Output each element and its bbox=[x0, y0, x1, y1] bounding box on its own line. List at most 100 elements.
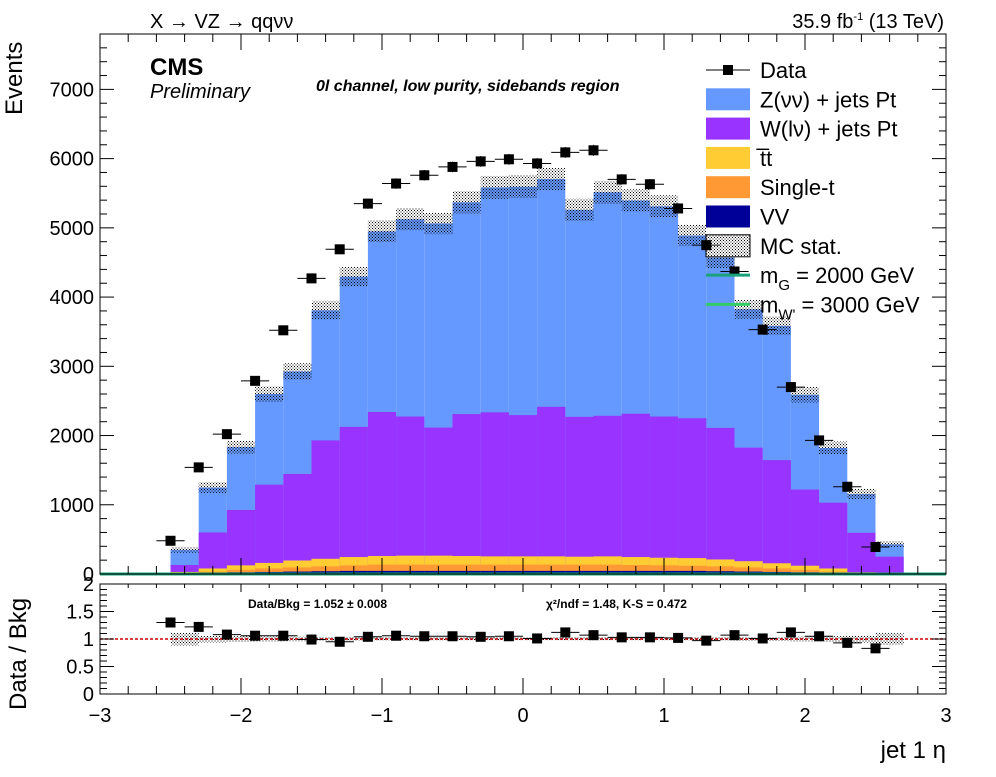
ratio-band-box bbox=[876, 633, 904, 645]
data-point bbox=[758, 325, 768, 335]
stack-bar-w-l-jets-pt bbox=[650, 417, 678, 575]
x-tick-label: 2 bbox=[799, 705, 810, 727]
x-tick-label: 1 bbox=[658, 705, 669, 727]
stack-bar-w-l-jets-pt bbox=[368, 412, 396, 574]
data-point bbox=[786, 382, 796, 392]
legend-label: MC stat. bbox=[760, 234, 842, 259]
data-point bbox=[645, 179, 655, 189]
data-point bbox=[589, 145, 599, 155]
mc-stat-box bbox=[283, 363, 311, 379]
x-tick-label: −3 bbox=[89, 705, 112, 727]
y-tick-label: 6000 bbox=[50, 149, 95, 171]
ratio-point bbox=[673, 633, 683, 643]
y-tick-label: 4000 bbox=[50, 287, 95, 309]
region-label: 0l channel, low purity, sidebands region bbox=[316, 78, 620, 95]
data-point bbox=[842, 482, 852, 492]
chi2-label: χ²/ndf = 1.48, K-S = 0.472 bbox=[546, 597, 687, 611]
ratio-point bbox=[814, 631, 824, 641]
ratio-y-tick-label: 0 bbox=[83, 684, 94, 706]
mc-stat-box bbox=[565, 199, 593, 221]
legend: Data Z(νν) + jets Pt W(lν) + jets Pt t̅t Sin… bbox=[706, 58, 920, 323]
legend-item: Data bbox=[706, 58, 807, 83]
legend-swatch bbox=[706, 147, 750, 169]
stack-bar-w-l-jets-pt bbox=[481, 412, 509, 574]
ratio-point bbox=[307, 635, 317, 645]
x-tick-label: −1 bbox=[371, 705, 394, 727]
ratio-points bbox=[156, 618, 889, 654]
data-point bbox=[166, 536, 176, 546]
data-point bbox=[673, 203, 683, 213]
mc-stat-box bbox=[735, 300, 763, 319]
x-tick-label: 0 bbox=[517, 705, 528, 727]
mc-stat-box bbox=[340, 267, 368, 287]
ratio-point bbox=[871, 643, 881, 653]
mc-stat-box bbox=[424, 213, 452, 235]
stack-bar-w-l-jets-pt bbox=[312, 440, 340, 574]
ratio-y-tick-label: 1.5 bbox=[66, 602, 94, 624]
legend-label: Single-t bbox=[760, 175, 835, 200]
mc-stat-box bbox=[368, 221, 396, 242]
legend-item: t̅t bbox=[706, 146, 772, 171]
mc-stat-box bbox=[453, 191, 481, 213]
stack-bar-w-l-jets-pt bbox=[509, 415, 537, 574]
stack-bar-w-l-jets-pt bbox=[424, 428, 452, 574]
ratio-point bbox=[504, 631, 514, 641]
data-point bbox=[871, 542, 881, 552]
ratio-point bbox=[786, 627, 796, 637]
stack-bar-w-l-jets-pt bbox=[255, 485, 283, 574]
ratio-point bbox=[194, 622, 204, 632]
mc-stat-box bbox=[622, 189, 650, 211]
legend-label: VV bbox=[760, 205, 790, 230]
ratio-y-tick-label: 2 bbox=[83, 574, 94, 596]
data-point bbox=[617, 174, 627, 184]
stack-bar-w-l-jets-pt bbox=[735, 448, 763, 574]
mc-stat-box bbox=[396, 208, 424, 230]
mc-stat-box bbox=[481, 176, 509, 199]
x-tick-label: 3 bbox=[940, 705, 951, 727]
ratio-point bbox=[419, 631, 429, 641]
data-point bbox=[307, 273, 317, 283]
mc-stat-box bbox=[255, 386, 283, 402]
data-point bbox=[419, 170, 429, 180]
data-point bbox=[532, 158, 542, 168]
mc-stat-box bbox=[199, 482, 227, 493]
stack-bar-w-l-jets-pt bbox=[453, 414, 481, 574]
stack-bar-w-l-jets-pt bbox=[706, 428, 734, 574]
legend-swatch bbox=[706, 88, 750, 110]
legend-label: mW' = 3000 GeV bbox=[760, 292, 920, 323]
x-axis-title: jet 1 η bbox=[880, 737, 946, 764]
legend-label: mG = 2000 GeV bbox=[760, 263, 914, 294]
legend-label: W(lν) + jets Pt bbox=[760, 117, 898, 142]
data-point bbox=[391, 179, 401, 189]
ratio-point bbox=[391, 631, 401, 641]
ratio-point bbox=[758, 633, 768, 643]
x-tick-label: −2 bbox=[230, 705, 253, 727]
ratio-band-box bbox=[171, 633, 199, 646]
mc-stat-box bbox=[171, 547, 199, 553]
data-point bbox=[278, 325, 288, 335]
legend-item: W(lν) + jets Pt bbox=[706, 117, 898, 142]
ratio-point bbox=[278, 631, 288, 641]
ratio-point bbox=[532, 633, 542, 643]
ratio-point bbox=[166, 618, 176, 628]
legend-label: Data bbox=[760, 58, 807, 83]
data-point bbox=[504, 154, 514, 164]
data-point bbox=[194, 462, 204, 472]
stack-bar-w-l-jets-pt bbox=[819, 503, 847, 574]
legend-hatch-swatch bbox=[706, 235, 750, 257]
ratio-point bbox=[476, 632, 486, 642]
legend-label: t̅t bbox=[756, 146, 772, 171]
ratio-x-axis: −3 −2 −1 0 1 2 3 bbox=[89, 584, 952, 727]
legend-item: Z(νν) + jets Pt bbox=[706, 87, 896, 112]
mc-stat-box bbox=[537, 168, 565, 191]
mc-stat-box bbox=[509, 175, 537, 198]
stack-bar-w-l-jets-pt bbox=[763, 460, 791, 574]
ratio-point bbox=[363, 632, 373, 642]
legend-data-marker bbox=[723, 65, 733, 75]
stack-bar-w-l-jets-pt bbox=[594, 416, 622, 574]
data-point bbox=[363, 199, 373, 209]
luminosity-label: 35.9 fb-1 (13 TeV) bbox=[792, 11, 944, 33]
stack-bar-w-l-jets-pt bbox=[283, 474, 311, 574]
preliminary-label: Preliminary bbox=[150, 81, 251, 103]
